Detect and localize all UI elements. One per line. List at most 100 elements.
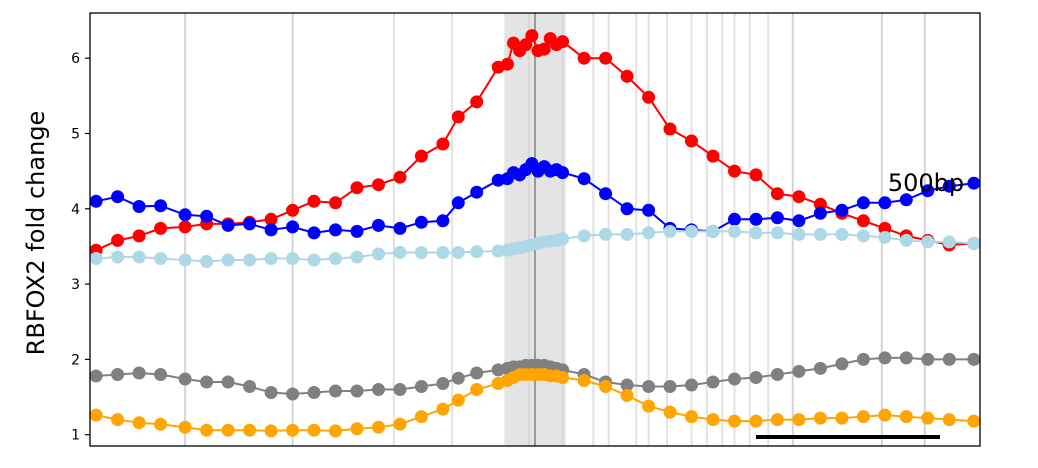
data-point <box>372 178 385 192</box>
data-point <box>599 187 613 201</box>
data-point <box>372 218 385 232</box>
data-point <box>967 176 981 190</box>
data-point <box>749 226 763 240</box>
data-point <box>878 351 892 365</box>
data-point <box>556 166 570 180</box>
data-point <box>111 190 125 204</box>
data-point <box>792 227 806 241</box>
data-point <box>221 253 235 267</box>
data-point <box>770 413 784 427</box>
data-point <box>856 229 870 243</box>
data-point <box>921 235 935 249</box>
data-point <box>792 364 806 378</box>
data-point <box>451 196 465 210</box>
data-point <box>537 42 551 56</box>
data-point <box>414 246 428 259</box>
data-point <box>878 230 892 244</box>
data-point <box>921 184 935 198</box>
data-point <box>178 208 192 222</box>
data-point <box>706 224 720 238</box>
data-point <box>967 352 981 366</box>
series-1 <box>89 157 981 240</box>
data-point <box>792 190 806 204</box>
data-point <box>663 380 677 393</box>
data-point <box>286 387 300 401</box>
data-point <box>372 383 385 396</box>
data-point <box>436 402 450 416</box>
y-axis-ticks: 1 2 3 4 5 6 <box>71 51 90 444</box>
data-point <box>942 179 956 193</box>
data-point <box>178 372 192 386</box>
data-point <box>393 383 407 396</box>
data-point <box>685 410 698 424</box>
data-point <box>132 416 146 430</box>
y-tick-label: 5 <box>71 126 80 142</box>
data-point <box>350 224 364 238</box>
data-point <box>329 223 342 237</box>
data-point <box>500 57 514 71</box>
data-point <box>393 170 407 184</box>
data-point <box>111 368 125 381</box>
data-point <box>792 214 806 228</box>
data-point <box>792 413 806 427</box>
data-point <box>132 366 146 380</box>
data-point <box>685 134 698 148</box>
data-point <box>856 196 870 210</box>
data-point <box>813 227 827 241</box>
data-point <box>350 181 364 195</box>
data-point <box>663 224 677 238</box>
data-point <box>451 393 465 407</box>
data-point <box>264 212 278 226</box>
data-point <box>451 110 465 124</box>
data-point <box>329 384 342 398</box>
data-point <box>577 374 591 387</box>
data-point <box>451 371 465 385</box>
data-point <box>878 196 892 210</box>
data-point <box>749 212 763 226</box>
data-point <box>372 247 385 261</box>
data-point <box>451 246 465 259</box>
data-point <box>728 164 741 178</box>
y-axis-label: RBFOX2 fold change <box>22 111 50 356</box>
data-point <box>393 246 407 259</box>
data-point <box>350 250 364 264</box>
data-point <box>393 221 407 235</box>
data-point <box>577 51 591 65</box>
data-point <box>243 423 257 437</box>
y-tick-label: 6 <box>71 51 80 67</box>
data-point <box>556 232 570 246</box>
data-point <box>132 229 146 243</box>
data-point <box>372 420 385 434</box>
data-point <box>470 383 484 396</box>
data-point <box>178 253 192 267</box>
data-point <box>89 408 103 422</box>
data-point <box>89 194 103 208</box>
data-point <box>728 414 741 428</box>
data-point <box>221 423 235 437</box>
data-point <box>921 411 935 425</box>
scale-bar-label: 500bp <box>888 169 964 197</box>
data-point <box>470 185 484 199</box>
data-point <box>813 361 827 375</box>
y-tick-label: 2 <box>71 352 80 368</box>
data-point <box>243 380 257 393</box>
data-point <box>414 215 428 229</box>
data-point <box>286 252 300 265</box>
data-point <box>178 220 192 234</box>
data-point <box>642 226 656 240</box>
data-point <box>556 35 570 49</box>
data-point <box>307 423 321 437</box>
data-point <box>470 366 484 380</box>
data-point <box>307 194 321 208</box>
data-point <box>967 414 981 428</box>
data-point <box>264 223 278 237</box>
data-point <box>942 352 956 366</box>
data-point <box>200 209 214 223</box>
data-point <box>899 410 913 424</box>
data-point <box>967 236 981 250</box>
data-point <box>577 172 591 186</box>
data-point <box>813 197 827 211</box>
data-point <box>599 380 613 393</box>
